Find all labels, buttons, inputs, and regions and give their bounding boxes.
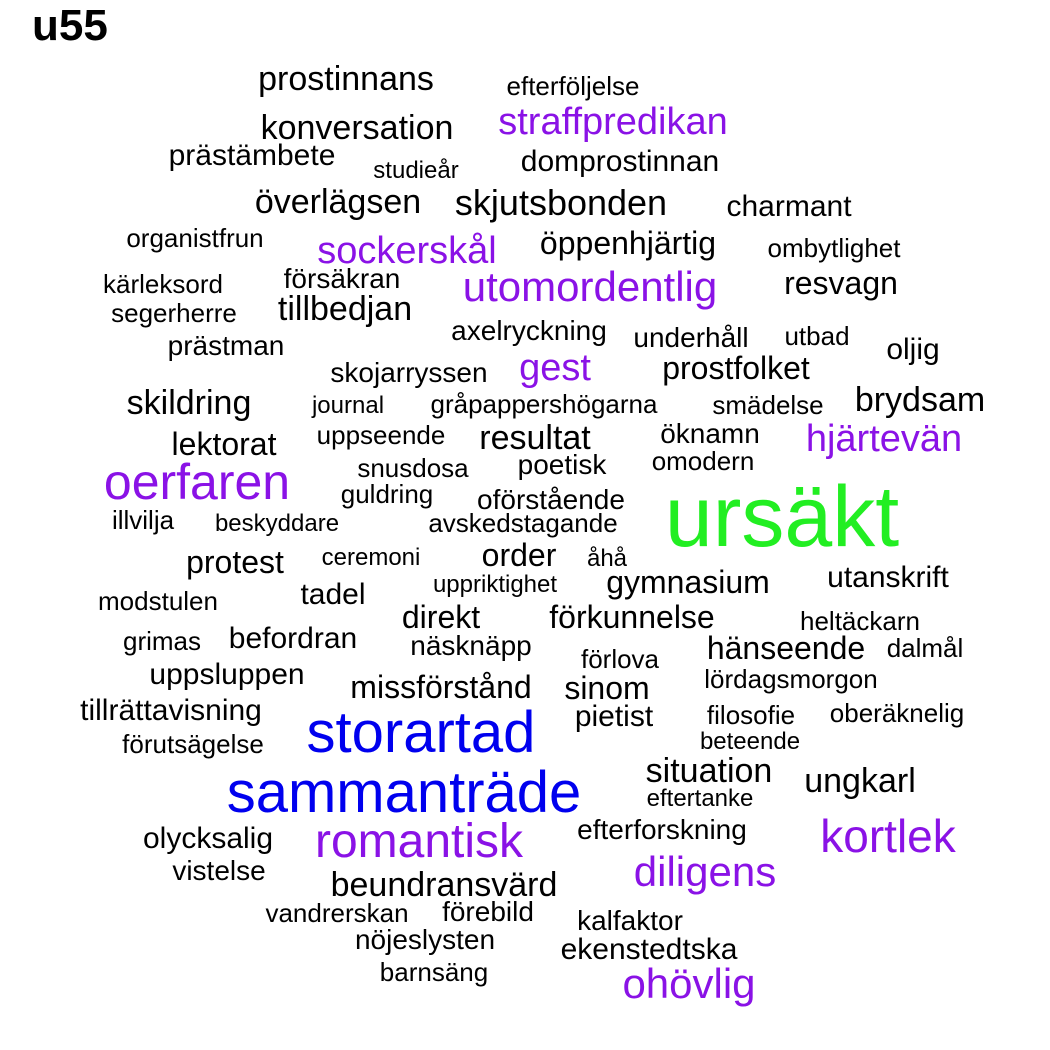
cloud-word: tadel — [300, 578, 366, 611]
cloud-word: öppenhjärtig — [539, 225, 717, 261]
cloud-word: protest — [186, 544, 284, 580]
cloud-word: journal — [311, 392, 385, 419]
cloud-word: modstulen — [98, 586, 218, 616]
cloud-word: ungkarl — [804, 762, 916, 800]
cloud-word: ombytlighet — [767, 233, 901, 263]
cloud-word: snusdosa — [357, 453, 469, 483]
cloud-word: guldring — [340, 479, 434, 509]
cloud-word: gråpappershögarna — [430, 389, 658, 419]
cloud-word: nöjeslysten — [354, 924, 496, 955]
cloud-word: smädelse — [712, 390, 824, 420]
cloud-word: studieår — [373, 157, 459, 184]
cloud-word: domprostinnan — [520, 145, 720, 178]
cloud-word: olycksalig — [142, 822, 274, 855]
cloud-word: utomordentlig — [462, 263, 718, 310]
cloud-word: resultat — [479, 419, 591, 457]
cloud-word: skildring — [126, 384, 252, 422]
cloud-word: illvilja — [111, 505, 175, 535]
cloud-word: omodern — [651, 446, 755, 476]
cloud-word: oförstående — [477, 484, 625, 515]
cloud-word: pietist — [574, 700, 654, 733]
cloud-word: utbad — [784, 321, 850, 351]
cloud-word: skjutsbonden — [454, 182, 668, 223]
cloud-word: ohövlig — [622, 960, 756, 1007]
cloud-word: romantisk — [314, 815, 524, 868]
cloud-word: filosofie — [706, 700, 796, 730]
cloud-word: efterföljelse — [506, 71, 640, 101]
cloud-word: lektorat — [171, 426, 277, 462]
cloud-word: efterforskning — [577, 814, 747, 845]
cloud-word: tillrättavisning — [80, 694, 262, 727]
cloud-word: sammanträde — [226, 760, 582, 825]
cloud-word: poetisk — [517, 449, 607, 480]
cloud-label: u55 — [32, 1, 108, 50]
cloud-word: sockerskål — [317, 230, 497, 272]
cloud-word: situation — [645, 752, 773, 790]
cloud-word: befordran — [228, 622, 358, 655]
cloud-word: uppsluppen — [149, 658, 305, 691]
cloud-word: prostfolket — [662, 350, 810, 386]
cloud-word: oerfaren — [103, 454, 291, 510]
cloud-word: förutsägelse — [122, 729, 264, 759]
cloud-word: beskyddare — [214, 510, 340, 537]
cloud-word: ursäkt — [664, 469, 900, 565]
cloud-word: gest — [519, 347, 591, 389]
cloud-word: försäkran — [283, 263, 401, 294]
cloud-word: utanskrift — [827, 561, 949, 594]
cloud-word: brydsam — [854, 381, 986, 419]
cloud-word: straffpredikan — [498, 101, 728, 143]
cloud-word: resvagn — [784, 265, 898, 301]
cloud-word: tillbedjan — [277, 290, 413, 328]
cloud-word: charmant — [726, 190, 852, 223]
cloud-word: heltäckarn — [800, 606, 920, 636]
cloud-word: eftertanke — [646, 785, 754, 812]
cloud-word: beundransvärd — [330, 866, 558, 904]
cloud-word: uppseende — [316, 420, 446, 450]
cloud-word: dalmål — [886, 633, 964, 663]
cloud-word: avskedstagande — [428, 508, 618, 538]
cloud-word: kalfaktor — [577, 905, 683, 936]
cloud-word: grimas — [122, 626, 202, 656]
cloud-word: hjärtevän — [805, 418, 963, 460]
cloud-word: skojarryssen — [330, 357, 488, 388]
cloud-word: segerherre — [111, 298, 237, 328]
cloud-word: vandrerskan — [265, 898, 409, 928]
cloud-word: vistelse — [172, 855, 266, 886]
cloud-word: näsknäpp — [410, 630, 532, 661]
cloud-word: diligens — [633, 848, 777, 895]
cloud-word: förlova — [580, 644, 660, 674]
cloud-word: överlägsen — [254, 183, 422, 221]
cloud-word: ekenstedtska — [560, 933, 738, 966]
cloud-word: prostinnans — [258, 60, 434, 98]
cloud-word: prästman — [167, 330, 285, 361]
cloud-word: organistfrun — [126, 223, 264, 253]
cloud-word: oljig — [886, 333, 940, 366]
cloud-word: uppriktighet — [432, 571, 558, 598]
cloud-word: åhå — [586, 545, 628, 572]
cloud-word: prästämbete — [168, 139, 336, 172]
cloud-word: förebild — [442, 896, 534, 927]
cloud-word: lördagsmorgon — [704, 664, 878, 694]
cloud-word: förkunnelse — [549, 599, 715, 635]
cloud-word: direkt — [401, 599, 481, 635]
cloud-word: kortlek — [820, 810, 956, 862]
cloud-word: ceremoni — [321, 544, 421, 571]
cloud-word: hänseende — [706, 630, 866, 666]
cloud-word: missförstånd — [350, 669, 532, 705]
cloud-word: order — [481, 537, 557, 573]
cloud-word: underhåll — [633, 322, 749, 353]
cloud-word: gymnasium — [606, 564, 770, 600]
cloud-word: beteende — [699, 728, 801, 755]
cloud-word: kärleksord — [103, 269, 223, 299]
cloud-word: oberäknelig — [829, 698, 965, 728]
cloud-word: barnsäng — [379, 957, 489, 987]
cloud-word: storartad — [306, 700, 536, 765]
cloud-word: sinom — [564, 670, 650, 706]
cloud-word: öknamn — [660, 418, 760, 449]
cloud-word: konversation — [260, 109, 454, 147]
cloud-word: axelryckning — [451, 315, 607, 346]
